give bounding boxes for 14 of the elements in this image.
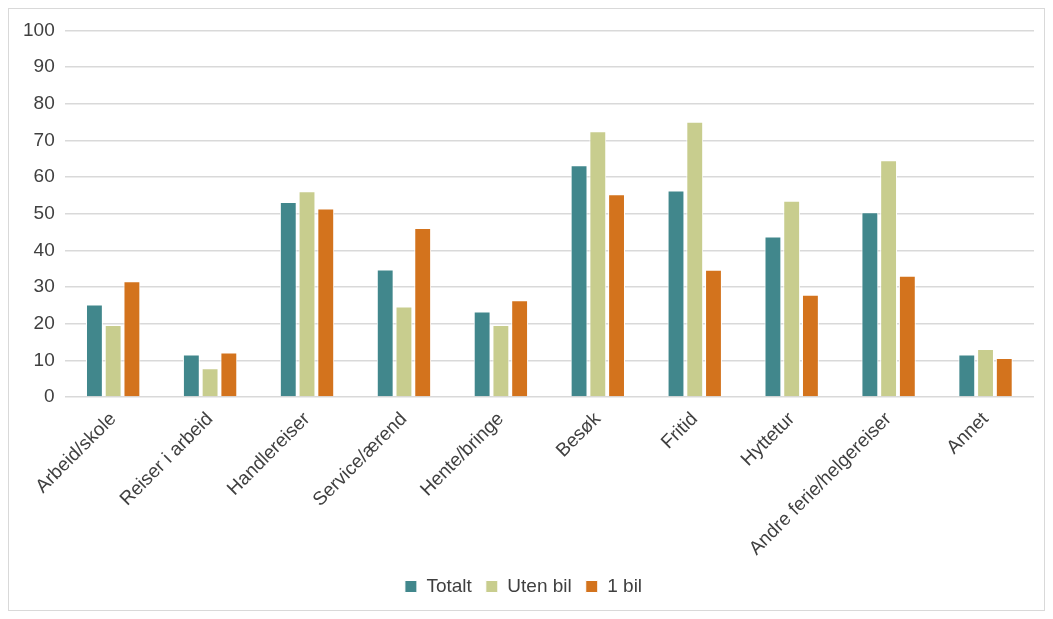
- legend-label: 1 bil: [607, 574, 643, 596]
- legend-label: Uten bil: [507, 574, 572, 596]
- y-tick-label: 30: [33, 275, 55, 297]
- y-tick-label: 70: [33, 128, 55, 150]
- legend-label: Totalt: [426, 574, 473, 596]
- y-tick-label: 50: [33, 201, 55, 223]
- y-tick-label: 80: [33, 91, 55, 113]
- y-tick-label: 0: [44, 385, 55, 407]
- y-tick-label: 40: [33, 238, 55, 260]
- y-tick-label: 100: [23, 18, 55, 40]
- y-tick-label: 90: [33, 55, 55, 77]
- y-tick-label: 10: [33, 348, 55, 370]
- y-tick-label: 20: [33, 311, 55, 333]
- y-tick-label: 60: [33, 165, 55, 187]
